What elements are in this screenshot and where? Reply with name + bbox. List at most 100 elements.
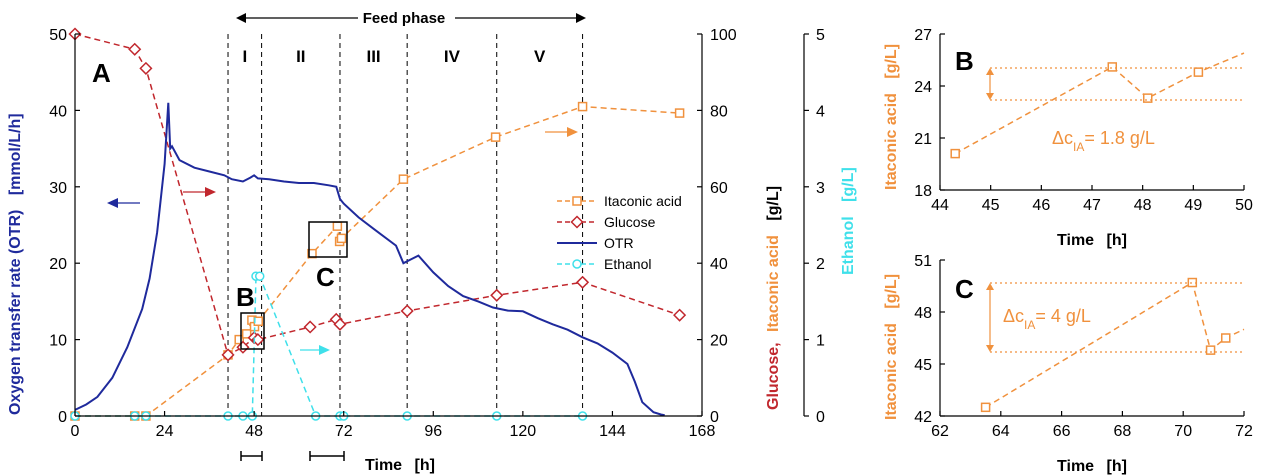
inset-c-itaconic-point-3	[1221, 333, 1231, 343]
otr-axis-arrow	[107, 198, 140, 208]
yr2-tick-label-0: 0	[816, 409, 825, 426]
delta-c-annotation: ΔcIA= 4 g/L	[986, 282, 1244, 353]
ethanol-point-7	[254, 271, 265, 281]
inset-b-itaconic-point-2	[1142, 93, 1153, 103]
x-tick-label-144: 144	[599, 423, 626, 440]
inset-b-x-tick-label-45: 45	[982, 197, 1000, 214]
right2-axis-title: Ethanol [g/L]	[840, 167, 857, 275]
right1-axis-title-unit: [g/L]	[765, 186, 782, 221]
delta-c-text: ΔcIA= 4 g/L	[1003, 306, 1091, 332]
itaconic-point-14	[490, 132, 501, 142]
yl-tick-label-0: 0	[58, 409, 67, 426]
inset-c-x-tick-label-68: 68	[1114, 423, 1132, 440]
inset-b-itaconic-point-0	[950, 148, 960, 159]
x-axis-title-time: Time	[365, 457, 402, 474]
x-tick-label-0: 0	[71, 423, 80, 440]
legend-label-glucose: Glucose	[604, 214, 656, 230]
legend-label-ethanol: Ethanol	[604, 256, 651, 272]
right1-axis-title: Glucose, Itaconic acid [g/L]	[765, 186, 782, 410]
glucose-point-12	[576, 275, 590, 289]
legend-label-itaconic: Itaconic acid	[604, 193, 682, 209]
inset-b-axes: 44 45 46 47 48 49 50 18 21 24 27	[914, 27, 1253, 214]
itaconic-point-13	[398, 174, 409, 184]
inset-b-letter: B	[955, 46, 974, 76]
x-axis-title-unit: [h]	[415, 457, 435, 474]
inset-c-y-tick-label-45: 45	[914, 357, 932, 374]
feed-phase-arrow: Feed phase	[236, 10, 586, 27]
phase-label-3: III	[366, 47, 380, 66]
yr2-tick-label-1: 1	[816, 333, 825, 350]
inset-b-xaxis-title: Time [h]	[1057, 232, 1127, 249]
inset-b-y-tick-label-27: 27	[914, 27, 932, 44]
yl-tick-label-30: 30	[49, 180, 67, 197]
inset-c-x-tick-label-72: 72	[1235, 423, 1253, 440]
phase-label-5: V	[534, 47, 546, 66]
inset-b-series	[950, 52, 1245, 159]
x-tick-label-72: 72	[335, 423, 353, 440]
yl-tick-label-10: 10	[49, 333, 67, 350]
legend-label-otr: OTR	[604, 235, 634, 251]
inset-b-itaconic-point-1	[1107, 62, 1118, 72]
glucose-point-7	[303, 320, 317, 334]
yl-tick-label-40: 40	[49, 103, 67, 120]
otr-line	[74, 102, 665, 417]
yr2-tick-label-2: 2	[816, 256, 825, 273]
yr1-tick-label-20: 20	[710, 333, 728, 350]
inset-b-yaxis-title: Itaconic acid [g/L]	[883, 44, 900, 190]
phase-label-1: I	[242, 47, 247, 66]
inset-b-x-tick-label-50: 50	[1235, 197, 1253, 214]
legend-marker-ethanol	[572, 259, 582, 269]
ethanol-line	[75, 275, 583, 417]
inset-b-x-tick-label-47: 47	[1083, 197, 1101, 214]
range-bar-b	[240, 451, 263, 461]
glucose-point-9	[333, 317, 347, 331]
glucose-point-11	[490, 288, 504, 302]
inset-b-x-tick-label-49: 49	[1184, 197, 1202, 214]
zoom-box-b-label: B	[236, 282, 255, 312]
inset-c-x-tick-label-70: 70	[1174, 423, 1192, 440]
left-axis-title-otr: Oxygen transfer rate (OTR)	[7, 210, 24, 415]
right2-axis-title-unit: [g/L]	[840, 167, 857, 202]
inset-c-xaxis-title: Time [h]	[1057, 458, 1127, 475]
inset-b-y-tick-label-24: 24	[914, 79, 932, 96]
inset-c-x-tick-label-64: 64	[992, 423, 1010, 440]
inset-b-chart: 44 45 46 47 48 49 50 18 21 24 27 B ΔcIA= 1.8 g/L I…	[883, 27, 1253, 249]
inset-b-x-tick-label-46: 46	[1032, 197, 1050, 214]
feed-phase-label: Feed phase	[363, 10, 446, 27]
legend-marker-glucose	[570, 215, 584, 229]
left-axis-title-unit: [mmol/L/h]	[7, 113, 24, 195]
inset-c-y-tick-label-51: 51	[914, 253, 932, 270]
inset-b-x-tick-label-44: 44	[931, 197, 949, 214]
yr2-tick-label-3: 3	[816, 180, 825, 197]
glucose-point-3	[221, 348, 235, 362]
phase-labels: I II III IV V	[242, 47, 546, 66]
inset-b-itaconic-line	[954, 52, 1245, 155]
zoom-box-b	[240, 312, 265, 350]
zoom-box-c	[308, 221, 348, 258]
yr1-tick-label-100: 100	[710, 27, 737, 44]
inset-c-x-tick-label-62: 62	[931, 423, 949, 440]
glucose-line	[74, 33, 680, 356]
legend-marker-itaconic	[572, 196, 582, 206]
yr2-tick-label-5: 5	[816, 27, 825, 44]
yr2-tick-label-4: 4	[816, 103, 825, 120]
inset-c-x-tick-label-66: 66	[1053, 423, 1071, 440]
x-tick-label-48: 48	[245, 423, 263, 440]
itaconic-point-15	[577, 101, 588, 112]
inset-b-y-tick-label-21: 21	[914, 131, 932, 148]
inset-c-letter: C	[955, 274, 974, 304]
itaconic-point-12	[336, 233, 347, 244]
x-axis-title: Time [h]	[365, 457, 435, 474]
itaconic-point-10	[332, 221, 343, 231]
inset-c-y-tick-label-42: 42	[914, 409, 932, 426]
yl-tick-label-50: 50	[49, 27, 67, 44]
phase-lines	[227, 34, 584, 416]
main-axes: 0 24 48 72 96 120 144 1680102030405002040608010…	[49, 27, 825, 440]
glucose-point-13	[673, 308, 687, 322]
delta-b-text: ΔcIA= 1.8 g/L	[1052, 128, 1155, 154]
inset-c-chart: 62 64 66 68 70 72 42 45 48 51 C ΔcIA= 4 g/L Itaco…	[883, 253, 1253, 475]
yl-tick-label-20: 20	[49, 256, 67, 273]
itaconic-line	[75, 105, 680, 417]
right1-axis-title-glucose: Glucose,	[765, 342, 782, 410]
